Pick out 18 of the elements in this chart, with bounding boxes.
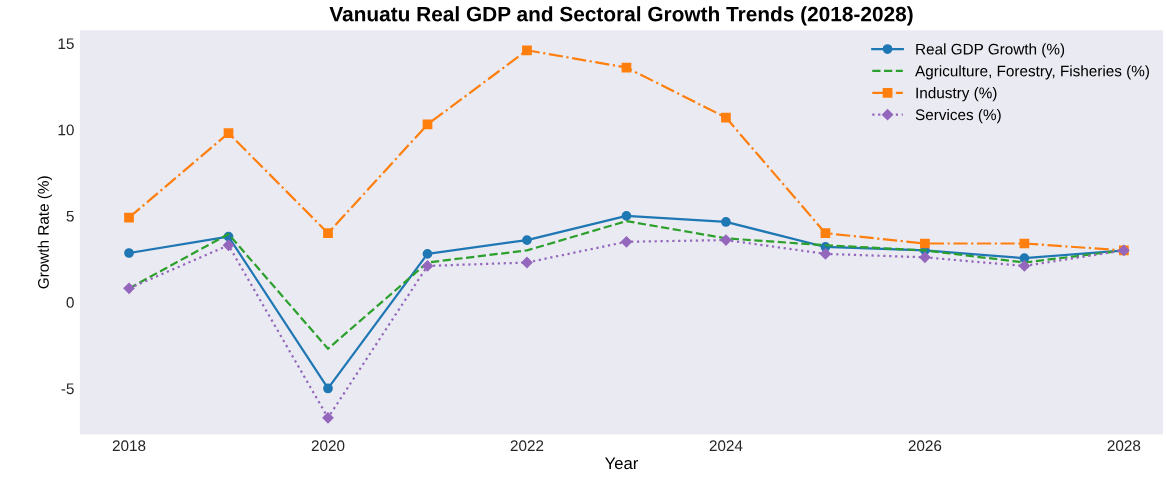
- x-tick-label: 2024: [709, 440, 743, 452]
- x-tick-label: 2020: [311, 440, 345, 452]
- y-tick-label: 5: [66, 210, 74, 222]
- legend-label: Agriculture, Forestry, Fisheries (%): [915, 65, 1149, 80]
- legend-label: Real GDP Growth (%): [916, 43, 1065, 58]
- x-tick-label: 2018: [112, 440, 146, 452]
- y-tick-label: 15: [58, 38, 74, 50]
- x-tick-label: 2028: [1107, 440, 1141, 452]
- legend-label: Services (%): [915, 108, 1001, 124]
- chart-title: Vanuatu Real GDP and Sectoral Growth Trends (2018-2028): [329, 6, 913, 26]
- y-axis-title: Growth Rate (%): [37, 176, 52, 289]
- legend-label: Industry (%): [916, 87, 997, 102]
- y-tick-label: 0: [66, 297, 74, 308]
- y-tick-label: -5: [61, 383, 74, 395]
- x-axis-title: Year: [605, 457, 639, 470]
- y-tick-label: 10: [58, 124, 74, 136]
- x-tick-label: 2026: [908, 440, 942, 452]
- x-tick-label: 2022: [510, 440, 544, 452]
